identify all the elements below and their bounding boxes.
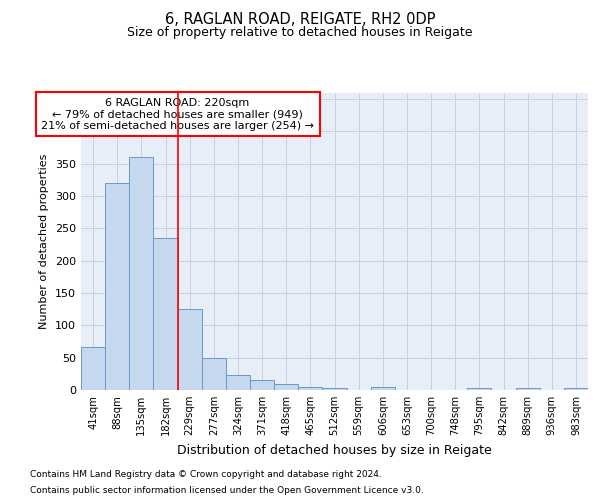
Bar: [564, 388, 588, 390]
Bar: [226, 375, 250, 390]
Text: Contains public sector information licensed under the Open Government Licence v3: Contains public sector information licen…: [30, 486, 424, 495]
Text: Size of property relative to detached houses in Reigate: Size of property relative to detached ho…: [127, 26, 473, 39]
Bar: [81, 346, 105, 390]
Bar: [105, 183, 129, 390]
Bar: [298, 387, 322, 390]
Bar: [154, 238, 178, 390]
Text: 6 RAGLAN ROAD: 220sqm
← 79% of detached houses are smaller (949)
21% of semi-det: 6 RAGLAN ROAD: 220sqm ← 79% of detached …: [41, 98, 314, 131]
Bar: [178, 309, 202, 390]
Bar: [371, 388, 395, 390]
Bar: [322, 388, 347, 390]
Bar: [274, 384, 298, 390]
Y-axis label: Number of detached properties: Number of detached properties: [40, 154, 49, 329]
X-axis label: Distribution of detached houses by size in Reigate: Distribution of detached houses by size …: [177, 444, 492, 456]
Bar: [202, 358, 226, 390]
Bar: [467, 388, 491, 390]
Bar: [129, 157, 154, 390]
Text: 6, RAGLAN ROAD, REIGATE, RH2 0DP: 6, RAGLAN ROAD, REIGATE, RH2 0DP: [165, 12, 435, 28]
Bar: [515, 388, 540, 390]
Text: Contains HM Land Registry data © Crown copyright and database right 2024.: Contains HM Land Registry data © Crown c…: [30, 470, 382, 479]
Bar: [250, 380, 274, 390]
